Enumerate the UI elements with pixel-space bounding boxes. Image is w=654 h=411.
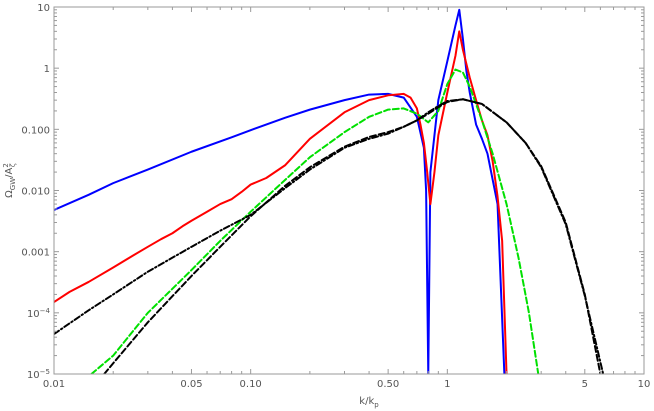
series-line-2 <box>54 30 508 374</box>
plot-background <box>54 7 644 374</box>
x-tick-label: 0.01 <box>43 379 65 390</box>
x-tick-label: 5 <box>582 379 588 390</box>
series-line-5 <box>54 98 605 374</box>
series-group <box>54 8 605 374</box>
y-tick-label: 0.010 <box>21 187 50 198</box>
y-tick-label: 10−4 <box>27 307 51 320</box>
x-axis-label: k/kp <box>359 396 379 409</box>
x-tick-label: 0.10 <box>240 379 262 390</box>
series-line-3 <box>90 68 540 374</box>
y-tick-label: 0.100 <box>21 125 50 136</box>
series-line-1 <box>54 8 506 374</box>
x-tick-label: 0.05 <box>180 379 202 390</box>
x-tick-label: 1 <box>444 379 450 390</box>
y-tick-label: 10−5 <box>27 368 50 381</box>
y-axis-label: ΩGW/A2ζ <box>2 163 17 198</box>
x-tick-label: 10 <box>638 379 651 390</box>
axes-group: 0.01 0.05 0.10 0.50 1 5 10 10 1 0.100 0.010 0.001 10… <box>21 3 650 390</box>
x-tick-label: 0.50 <box>377 379 399 390</box>
y-tick-label: 1 <box>44 64 50 75</box>
plot-area <box>54 7 644 374</box>
y-tick-label: 0.001 <box>21 248 50 259</box>
y-tick-label: 10 <box>37 3 50 14</box>
